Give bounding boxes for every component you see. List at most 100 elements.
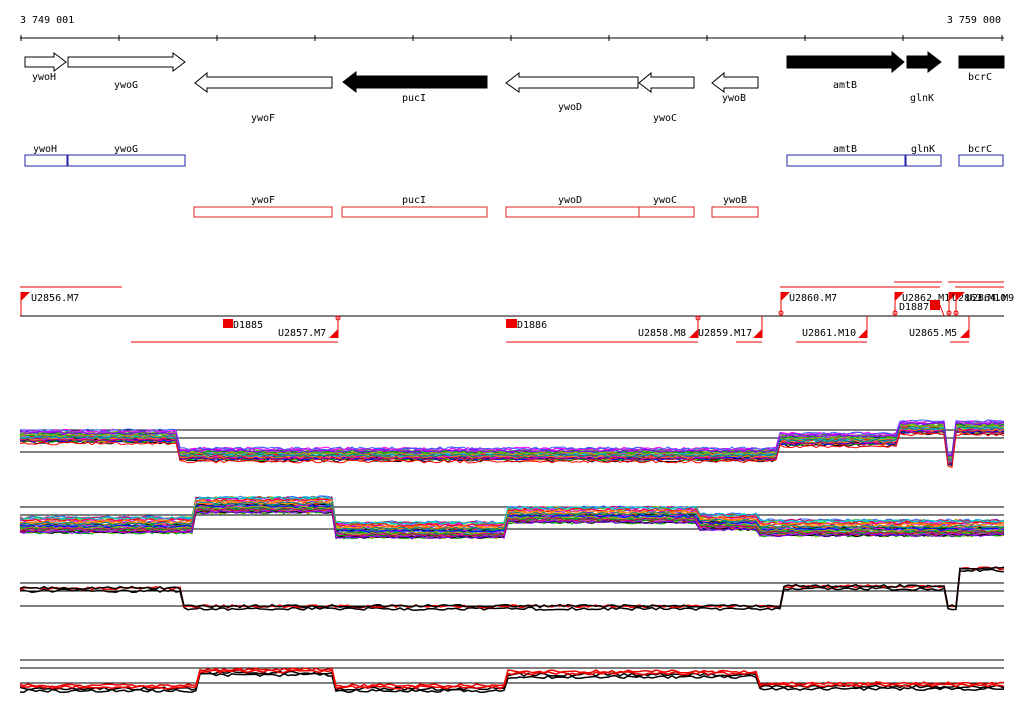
gene-label: ywoG	[114, 80, 138, 91]
minus-box-pucI[interactable]: pucI	[341, 195, 488, 218]
profile-line	[19, 667, 1005, 688]
segment-label: U2865.M5	[909, 328, 957, 339]
segment-label: D1886	[517, 320, 547, 331]
gene-label: glnK	[910, 93, 934, 104]
box-label: amtB	[833, 144, 857, 155]
box-label: ywoF	[251, 195, 275, 206]
expression-panel-1	[19, 419, 1005, 469]
segment-U2862-M1[interactable]: U2862.M1	[892, 281, 950, 316]
gene-amtB[interactable]: amtB	[786, 50, 905, 91]
minus-strand-track: ywoF pucI ywoD ywoC ywoB	[193, 195, 759, 218]
box-label: bcrC	[968, 144, 992, 155]
segment-U2856-M7[interactable]: U2856.M7	[20, 286, 122, 316]
segment-label: U2864.M9	[966, 293, 1014, 304]
minus-box-ywoF[interactable]: ywoF	[193, 195, 333, 218]
box-label: ywoC	[653, 195, 677, 206]
coord-start-label: 3 749 001	[20, 15, 74, 26]
segment-track: U2856.M7 U2860.M7 U2862.M1 U2863.M10	[20, 281, 1014, 343]
plus-box-ywoG[interactable]: ywoG	[67, 144, 186, 167]
plus-box-ywoH[interactable]: ywoH	[24, 144, 68, 167]
segment-label: U2862.M1	[902, 293, 950, 304]
segment-label: U2860.M7	[789, 293, 837, 304]
segment-label: U2859.M17	[698, 328, 752, 339]
plus-box-glnK[interactable]: glnK	[905, 144, 942, 167]
box-label: glnK	[911, 144, 935, 155]
profile-line	[19, 426, 1005, 461]
box-label: ywoH	[33, 144, 57, 155]
gene-label: amtB	[833, 80, 857, 91]
segment-label: U2856.M7	[31, 293, 79, 304]
gene-label: ywoH	[32, 72, 56, 83]
profile-line	[19, 510, 1005, 540]
profile-line	[19, 566, 1005, 609]
segment-U2865-M5[interactable]: U2865.M5	[909, 316, 970, 343]
panel-1-profiles	[19, 419, 1005, 469]
plus-box-amtB[interactable]: amtB	[786, 144, 906, 167]
segment-label: U2861.M10	[802, 328, 856, 339]
gene-label: ywoF	[251, 113, 275, 124]
segment-D1887[interactable]: D1887	[899, 300, 945, 317]
profile-line	[19, 507, 1005, 537]
expression-panel-2	[19, 495, 1005, 540]
segment-U2859-M17[interactable]: U2859.M17	[698, 316, 763, 343]
plus-strand-track: ywoH ywoG amtB glnK bcrC	[24, 144, 1004, 167]
profile-line	[19, 495, 1005, 525]
segment-U2857-M7[interactable]: U2857.M7	[131, 315, 341, 343]
gene-pucI[interactable]: pucI	[342, 70, 488, 104]
gene-ywoD[interactable]: ywoD	[505, 71, 639, 113]
segment-label: D1885	[233, 320, 263, 331]
minus-box-ywoD[interactable]: ywoD	[505, 195, 640, 218]
profile-line	[19, 501, 1005, 531]
profile-line	[19, 424, 1005, 460]
coord-end-label: 3 759 000	[947, 15, 1001, 26]
gene-ywoH[interactable]: ywoH	[24, 52, 67, 83]
plus-box-bcrC[interactable]: bcrC	[958, 144, 1004, 167]
gene-track: ywoH ywoG ywoF pucI ywoD ywoC ywoB amtB	[24, 50, 1005, 124]
segment-U2864-M9[interactable]: U2864.M9	[953, 286, 1014, 316]
profile-line	[19, 429, 1004, 464]
segment-D1886[interactable]: D1886	[506, 319, 547, 331]
ruler-ticks	[20, 35, 1003, 41]
box-label: pucI	[402, 195, 426, 206]
segment-U2860-M7[interactable]: U2860.M7	[778, 286, 940, 316]
panel-2-profiles	[19, 495, 1005, 540]
gene-ywoG[interactable]: ywoG	[67, 52, 186, 91]
expression-panel-3	[19, 566, 1005, 612]
profile-line	[19, 510, 1005, 540]
expression-panel-4	[19, 659, 1005, 694]
segment-U2861-M10[interactable]: U2861.M10	[796, 316, 868, 343]
profile-line	[19, 421, 1005, 457]
profile-line	[19, 495, 1005, 525]
gene-glnK[interactable]: glnK	[906, 50, 942, 104]
gene-ywoB[interactable]: ywoB	[711, 71, 759, 104]
minus-box-ywoC[interactable]: ywoC	[638, 195, 695, 218]
profile-line	[19, 566, 1005, 609]
profile-line	[20, 672, 1005, 694]
segment-D1885[interactable]: D1885	[223, 319, 263, 331]
gene-label: ywoC	[653, 113, 677, 124]
segment-label: D1887	[899, 302, 929, 313]
segment-U2858-M8[interactable]: U2858.M8	[506, 315, 701, 343]
gene-ywoC[interactable]: ywoC	[638, 71, 695, 124]
segment-label: U2863.M10	[952, 293, 1006, 304]
panel-3-profiles	[19, 566, 1005, 612]
coordinate-ruler: 3 749 001 3 759 000	[20, 15, 1004, 41]
box-label: ywoD	[558, 195, 582, 206]
profile-line	[19, 669, 1005, 690]
gene-ywoF[interactable]: ywoF	[194, 71, 333, 124]
gene-bcrC[interactable]: bcrC	[958, 55, 1005, 83]
profile-line	[19, 568, 1005, 612]
profile-line	[19, 432, 1005, 469]
profile-line	[19, 423, 1005, 459]
gene-label: ywoD	[558, 102, 582, 113]
segment-label: U2857.M7	[278, 328, 326, 339]
box-label: ywoB	[723, 195, 747, 206]
segment-label: U2858.M8	[638, 328, 686, 339]
gene-label: bcrC	[968, 72, 992, 83]
box-label: ywoG	[114, 144, 138, 155]
gene-label: pucI	[402, 93, 426, 104]
panel-4-profiles	[19, 667, 1005, 694]
minus-box-ywoB[interactable]: ywoB	[711, 195, 759, 218]
gene-label: ywoB	[722, 93, 746, 104]
